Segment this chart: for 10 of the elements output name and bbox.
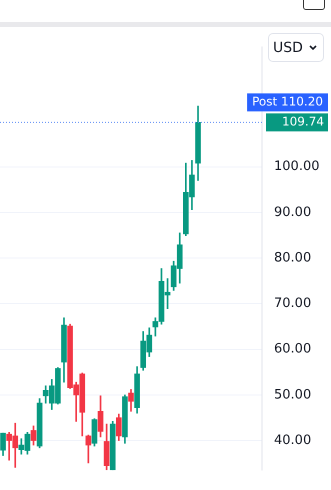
y-tick-label: 90.00 <box>274 204 312 220</box>
y-tick-label: 70.00 <box>274 296 312 312</box>
y-tick-label: 100.00 <box>274 159 320 174</box>
y-tick-label: 80.00 <box>274 250 312 266</box>
ref-line-label: 109.74 <box>282 114 324 128</box>
annotation: Post 110.20 <box>252 94 324 108</box>
y-tick-label: 50.00 <box>274 387 312 402</box>
y-tick-label: 60.00 <box>274 342 312 357</box>
currency-select: USD <box>268 33 324 62</box>
y-tick-label: 40.00 <box>274 432 312 448</box>
